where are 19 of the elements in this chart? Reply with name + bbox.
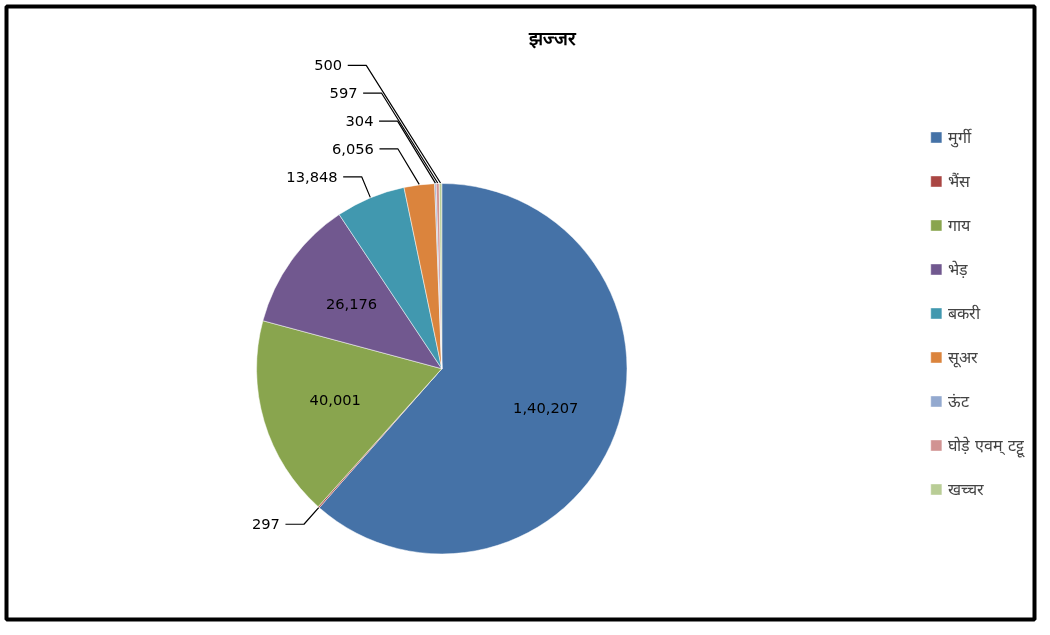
legend-label: भैंस [947,170,970,192]
data-label: 297 [251,515,280,533]
data-label: 26,176 [325,294,378,312]
legend-label: ऊंट [947,390,969,412]
data-label: 597 [329,84,358,102]
chart-title: झज्जर [528,27,578,49]
legend-label: मुर्गी [947,126,971,148]
data-label: 1,40,207 [513,399,579,417]
data-label: 6,056 [331,139,374,157]
data-label: 500 [314,56,343,74]
data-label: 13,848 [286,167,338,185]
legend-label: सूअर [947,346,978,368]
data-label: 40,001 [309,391,361,409]
legend-label: घोड़े एवम् टट्टू [947,434,1024,456]
legend-label: गाय [947,214,970,236]
legend-label: बकरी [947,302,980,324]
legend-label: भेड़ [947,258,968,280]
data-label: 304 [345,112,374,130]
legend-label: खच्चर [947,478,984,500]
